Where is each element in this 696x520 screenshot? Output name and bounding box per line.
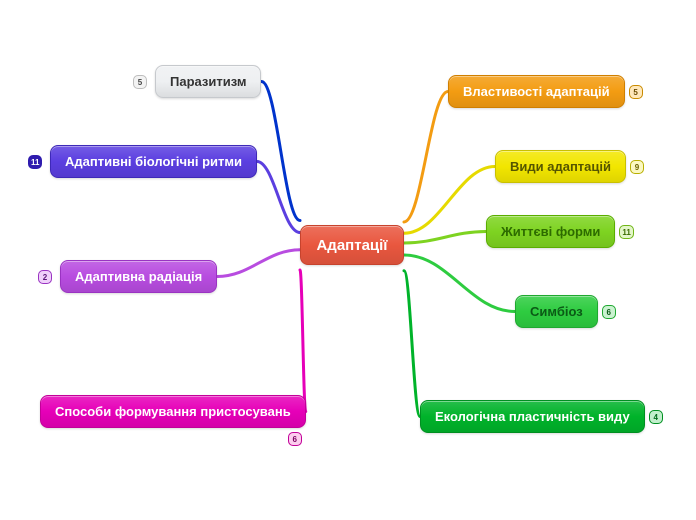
node-plasticity[interactable]: Екологічна пластичність виду	[420, 400, 645, 433]
node-label-lifeforms: Життєві форми	[501, 224, 600, 239]
node-label-types: Види адаптацій	[510, 159, 611, 174]
mindmap-canvas: { "canvas": { "width": 696, "height": 52…	[0, 0, 696, 520]
node-types[interactable]: Види адаптацій	[495, 150, 626, 183]
node-formation[interactable]: Способи формування пристосувань	[40, 395, 306, 428]
node-label-parasitism: Паразитизм	[170, 74, 246, 89]
badge-types: 9	[630, 160, 644, 174]
badge-plasticity: 4	[649, 410, 663, 424]
badge-rhythms: 11	[28, 155, 42, 169]
node-radiation[interactable]: Адаптивна радіація	[60, 260, 217, 293]
node-rhythms[interactable]: Адаптивні біологічні ритми	[50, 145, 257, 178]
node-label-radiation: Адаптивна радіація	[75, 269, 202, 284]
node-properties[interactable]: Властивості адаптацій	[448, 75, 625, 108]
node-parasitism[interactable]: Паразитизм	[155, 65, 261, 98]
badge-formation: 6	[288, 432, 302, 446]
badge-symbiosis: 6	[602, 305, 616, 319]
badge-parasitism: 5	[133, 75, 147, 89]
node-label-symbiosis: Симбіоз	[530, 304, 583, 319]
node-label-plasticity: Екологічна пластичність виду	[435, 409, 630, 424]
node-label-formation: Способи формування пристосувань	[55, 404, 291, 419]
center-node[interactable]: Адаптації	[300, 225, 404, 265]
node-label-properties: Властивості адаптацій	[463, 84, 610, 99]
node-label-rhythms: Адаптивні біологічні ритми	[65, 154, 242, 169]
node-lifeforms[interactable]: Життєві форми	[486, 215, 615, 248]
node-symbiosis[interactable]: Симбіоз	[515, 295, 598, 328]
badge-lifeforms: 11	[619, 225, 633, 239]
badge-properties: 5	[629, 85, 643, 99]
center-label: Адаптації	[316, 237, 387, 254]
badge-radiation: 2	[38, 270, 52, 284]
